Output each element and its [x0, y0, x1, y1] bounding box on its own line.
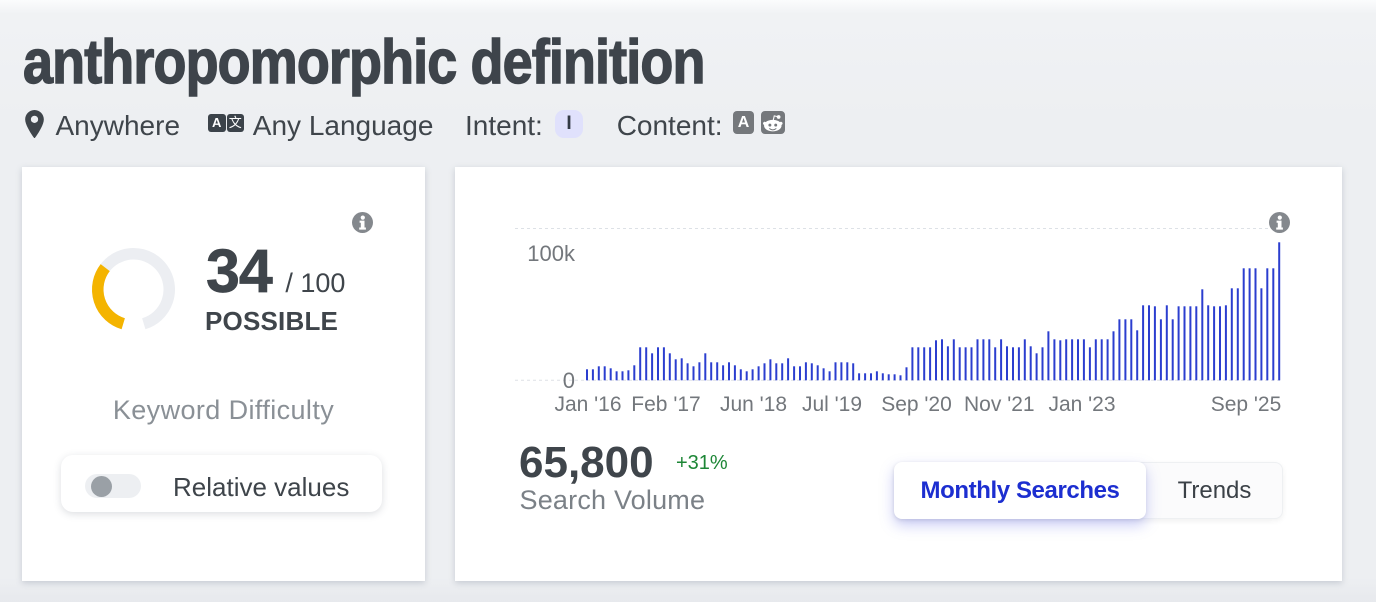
svg-text:Sep '20: Sep '20	[881, 393, 952, 416]
svg-text:Jul '19: Jul '19	[802, 393, 862, 416]
svg-text:Jun '18: Jun '18	[720, 393, 787, 416]
svg-text:0: 0	[563, 368, 575, 393]
svg-text:Sep '25: Sep '25	[1211, 393, 1282, 416]
svg-text:100k: 100k	[527, 241, 576, 266]
svg-text:Jan '16: Jan '16	[554, 393, 621, 416]
svg-text:Nov '21: Nov '21	[964, 393, 1035, 416]
svg-text:Jan '23: Jan '23	[1048, 393, 1115, 416]
svg-text:Feb '17: Feb '17	[631, 393, 700, 416]
